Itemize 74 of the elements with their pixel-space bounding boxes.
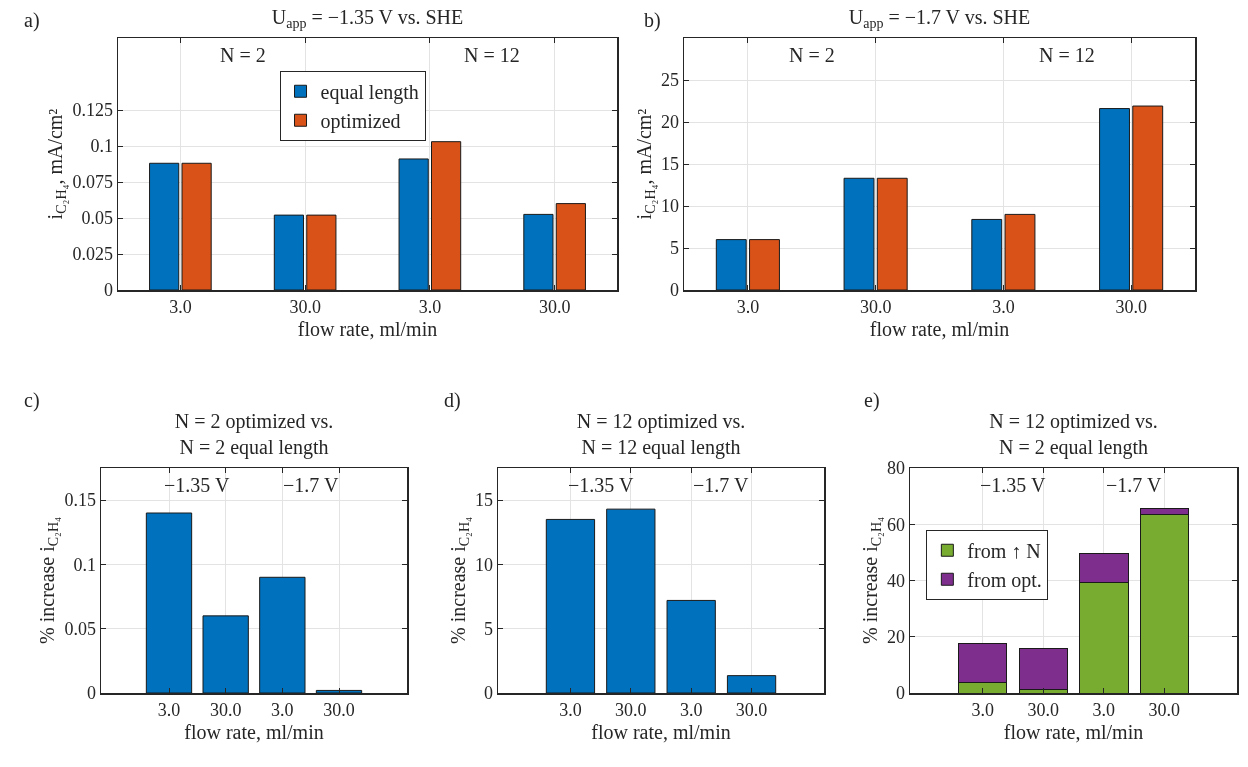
legend-label: from ↑ N [967, 540, 1041, 563]
x-tick-label: 3.0 [679, 700, 703, 721]
x-tick-label: 3.0 [559, 700, 582, 721]
y-tick-label: 20 [660, 112, 679, 133]
y-tick-label: 0.1 [73, 554, 96, 575]
x-tick-label: 3.0 [157, 700, 181, 721]
x-axis-title: flow rate, ml/min [297, 318, 438, 341]
y-tick-label: 0 [86, 683, 96, 704]
annotation: −1.7 V [693, 474, 749, 496]
y-tick-label: 0.05 [64, 619, 96, 640]
x-tick-label: 3.0 [971, 700, 994, 721]
y-tick-label: 80 [886, 458, 905, 479]
x-tick-label: 30.0 [289, 297, 321, 318]
x-axis-title: flow rate, ml/min [184, 721, 324, 744]
x-tick-label: 3.0 [1092, 700, 1116, 721]
annotation: N = 2 [220, 44, 266, 66]
annotation: N = 2 [789, 44, 835, 66]
annotation: −1.7 V [1106, 474, 1162, 496]
chart-title: U$_{app}$ = −1.7 V vs. SHE [848, 6, 1031, 32]
x-tick-label: 30.0 [859, 297, 892, 318]
y-tick-label: 10 [660, 196, 679, 217]
y-tick-label: 10 [474, 554, 493, 575]
y-tick-label: 0.05 [81, 208, 113, 229]
x-tick-label: 30.0 [615, 700, 647, 721]
y-tick-label: 5 [483, 619, 493, 640]
x-tick-label: 3.0 [169, 297, 192, 318]
y-tick-label: 0.075 [72, 172, 113, 193]
text: b) [644, 9, 661, 32]
annotation: −1.35 V [980, 474, 1046, 496]
x-tick-label: 3.0 [418, 297, 442, 318]
x-axis-title: flow rate, ml/min [1003, 721, 1144, 744]
x-axis-title: flow rate, ml/min [869, 318, 1010, 341]
y-tick-label: 60 [886, 514, 905, 535]
y-tick-label: 15 [660, 154, 679, 175]
y-tick-label: 0 [103, 280, 113, 301]
legend-label: optimized [320, 110, 401, 134]
y-tick-label: 0.125 [72, 100, 113, 121]
text: e) [864, 389, 880, 412]
y-tick-label: 5 [669, 238, 679, 259]
y-tick-label: 0 [669, 280, 679, 301]
x-tick-label: 30.0 [538, 297, 571, 318]
x-tick-label: 3.0 [271, 700, 294, 721]
chart-title: N = 12 optimized vs. N = 12 equal length [576, 410, 746, 459]
chart-title: N = 2 optimized vs. N = 2 equal length [174, 410, 334, 459]
y-tick-label: 25 [660, 70, 679, 91]
y-tick-label: 15 [474, 490, 493, 511]
x-tick-label: 30.0 [323, 700, 355, 721]
annotation: N = 12 [1039, 44, 1095, 66]
legend-label: from opt. [967, 569, 1042, 593]
x-axis-title: flow rate, ml/min [591, 721, 731, 744]
chart-title: U$_{app}$ = −1.35 V vs. SHE [271, 6, 464, 32]
chart-title: N = 12 optimized vs. N = 2 equal length [989, 410, 1158, 459]
annotation: −1.7 V [283, 474, 339, 496]
x-tick-label: 30.0 [1027, 700, 1059, 721]
x-tick-label: 30.0 [1148, 700, 1181, 721]
x-tick-label: 30.0 [209, 700, 242, 721]
y-tick-label: 0 [895, 683, 905, 704]
y-tick-label: 0 [483, 683, 493, 704]
x-tick-label: 3.0 [736, 297, 760, 318]
text: a) [24, 9, 40, 32]
x-tick-label: 30.0 [735, 700, 768, 721]
x-tick-label: 30.0 [1115, 297, 1147, 318]
annotation: −1.35 V [164, 474, 230, 496]
text: c) [24, 389, 40, 412]
annotation: N = 12 [464, 44, 520, 66]
x-tick-label: 3.0 [992, 297, 1015, 318]
y-tick-label: 20 [886, 627, 905, 648]
y-tick-label: 0.15 [64, 490, 96, 511]
y-tick-label: 0.1 [90, 136, 113, 157]
y-tick-label: 0.025 [72, 244, 113, 265]
y-tick-label: 40 [886, 570, 905, 591]
text: d) [444, 389, 461, 412]
legend-label: equal length [320, 81, 419, 105]
annotation: −1.35 V [568, 474, 634, 496]
